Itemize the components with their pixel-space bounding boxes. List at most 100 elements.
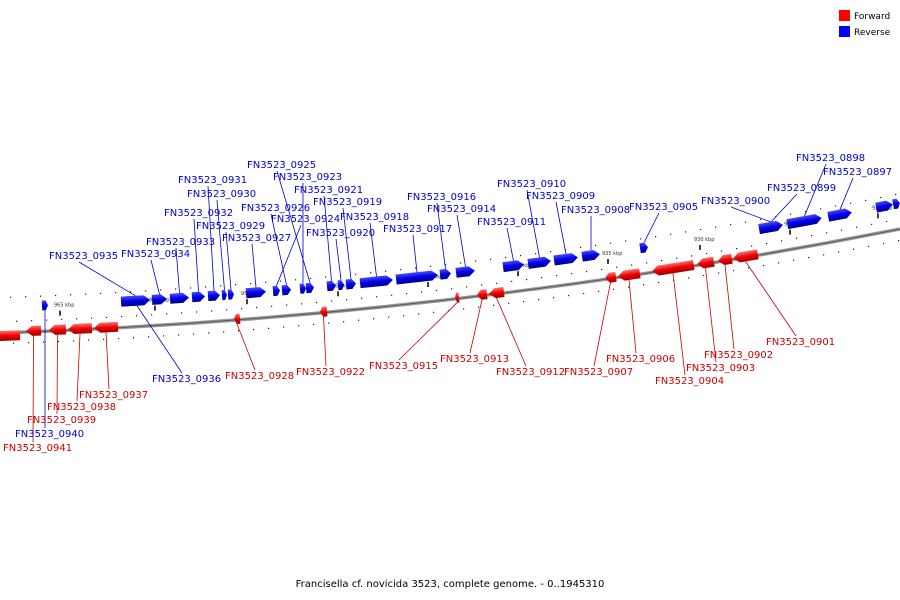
gene-label-forward: FN3523_0904 <box>655 376 724 387</box>
gene-arrows <box>0 198 900 342</box>
gene-arrow-reverse <box>553 253 578 266</box>
leader-line <box>270 213 287 286</box>
gene-arrow-reverse <box>227 289 234 300</box>
gene-arrow-reverse <box>221 289 227 301</box>
leader-line <box>469 299 483 354</box>
gene-arrow-reverse <box>169 292 189 304</box>
gene-label-forward: FN3523_0915 <box>369 361 438 372</box>
gene-label-forward: FN3523_0928 <box>225 371 294 382</box>
leader-line <box>804 163 827 217</box>
gene-label-forward: FN3523_0922 <box>296 367 365 378</box>
gene-arrow-forward <box>68 323 93 335</box>
gene-arrow-forward <box>718 253 733 265</box>
gene-arrow-reverse <box>455 266 475 278</box>
gene-label-reverse: FN3523_0920 <box>306 228 375 239</box>
gene-label-forward: FN3523_0913 <box>440 354 509 365</box>
gene-arrow-reverse <box>41 300 48 311</box>
gene-label-reverse: FN3523_0897 <box>823 167 892 178</box>
leader-line <box>724 264 735 350</box>
leader-line <box>342 207 352 280</box>
leader-line <box>506 227 514 261</box>
leader-line <box>216 199 225 290</box>
scale-tick-label: 930 kbp <box>694 237 714 243</box>
leader-line <box>150 259 160 295</box>
leader-line <box>276 224 302 286</box>
gene-arrow-reverse <box>191 291 205 303</box>
leader-line <box>207 185 215 291</box>
leader-line <box>56 334 58 415</box>
gene-label-reverse: FN3523_0923 <box>273 172 342 183</box>
gene-arrow-forward <box>49 324 67 335</box>
gene-label-reverse: FN3523_0918 <box>340 212 409 223</box>
leader-line <box>323 316 327 367</box>
leader-line <box>770 193 798 223</box>
gene-arrow-reverse <box>892 198 900 210</box>
gene-label-forward: FN3523_0902 <box>704 350 773 361</box>
gene-labels: FN3523_0898 FN3523_0897 FN3523_0899 FN3523_… <box>3 153 892 454</box>
gene-label-forward: FN3523_0912 <box>496 367 565 378</box>
leader-line <box>369 222 377 277</box>
gene-label-reverse: FN3523_0919 <box>313 197 382 208</box>
gene-label-reverse: FN3523_0936 <box>152 374 221 385</box>
gene-label-forward: FN3523_0907 <box>564 367 633 378</box>
gene-label-forward: FN3523_0941 <box>3 443 72 454</box>
gene-arrow-forward <box>94 321 119 333</box>
gene-arrow-reverse <box>281 284 291 296</box>
gene-label-reverse: FN3523_0930 <box>187 189 256 200</box>
leader-line <box>456 214 466 267</box>
gene-label-reverse: FN3523_0910 <box>497 179 566 190</box>
gene-arrow-forward <box>320 306 328 317</box>
leader-line <box>730 206 772 223</box>
legend-label-forward: Forward <box>854 12 890 22</box>
gene-arrow-forward <box>605 271 617 283</box>
gene-arrow-forward <box>733 249 759 263</box>
gene-arrow-forward <box>455 292 460 303</box>
leader-line <box>412 234 418 273</box>
gene-label-reverse: FN3523_0935 <box>49 251 118 262</box>
gene-label-reverse: FN3523_0917 <box>383 224 452 235</box>
gene-label-reverse: FN3523_0908 <box>561 205 630 216</box>
leader-line <box>705 267 717 363</box>
gene-label-reverse: FN3523_0929 <box>196 221 265 232</box>
gene-label-reverse: FN3523_0933 <box>146 237 215 248</box>
gene-arrow-forward <box>618 268 641 281</box>
gene-arrow-reverse <box>151 294 167 305</box>
gene-label-reverse: FN3523_0934 <box>121 249 190 260</box>
legend: Forward Reverse <box>839 10 891 38</box>
leader-line <box>175 247 180 294</box>
gene-arrow-reverse <box>207 290 220 302</box>
gene-label-reverse: FN3523_0899 <box>767 183 836 194</box>
gene-arrow-reverse <box>527 256 551 269</box>
leader-line <box>193 218 199 292</box>
gene-arrow-forward <box>697 256 715 269</box>
gene-arrow-reverse <box>395 270 438 285</box>
gene-label-reverse: FN3523_0924 <box>271 214 340 225</box>
gene-arrow-reverse <box>272 285 280 297</box>
leader-line <box>335 238 342 281</box>
gene-label-reverse: FN3523_0898 <box>796 153 865 164</box>
leader-line <box>555 201 567 254</box>
gene-label-forward: FN3523_0901 <box>766 337 835 348</box>
figure-caption: Francisella cf. novicida 3523, complete … <box>296 579 605 590</box>
gene-label-forward: FN3523_0906 <box>606 354 675 365</box>
gene-label-forward: FN3523_0939 <box>27 415 96 426</box>
gene-label-reverse: FN3523_0926 <box>241 203 310 214</box>
gene-arrow-forward <box>234 313 241 324</box>
gene-arrow-forward <box>0 330 21 342</box>
gene-label-reverse: FN3523_0921 <box>294 185 363 196</box>
legend-label-reverse: Reverse <box>854 28 891 38</box>
leader-line <box>436 202 446 270</box>
gene-arrow-reverse <box>299 283 306 294</box>
leader-line <box>496 297 527 367</box>
scale-tick-label: 935 kbp <box>602 251 622 257</box>
gene-arrow-reverse <box>337 279 344 291</box>
leader-line <box>643 212 660 243</box>
leader-line <box>76 333 81 402</box>
gene-arrow-reverse <box>305 282 314 294</box>
leader-line <box>628 279 637 354</box>
leader-line <box>839 177 854 210</box>
label-leader-lines <box>32 163 854 443</box>
leader-line <box>105 332 110 390</box>
gene-arrow-forward <box>477 289 488 300</box>
gene-label-forward: FN3523_0938 <box>47 402 116 413</box>
